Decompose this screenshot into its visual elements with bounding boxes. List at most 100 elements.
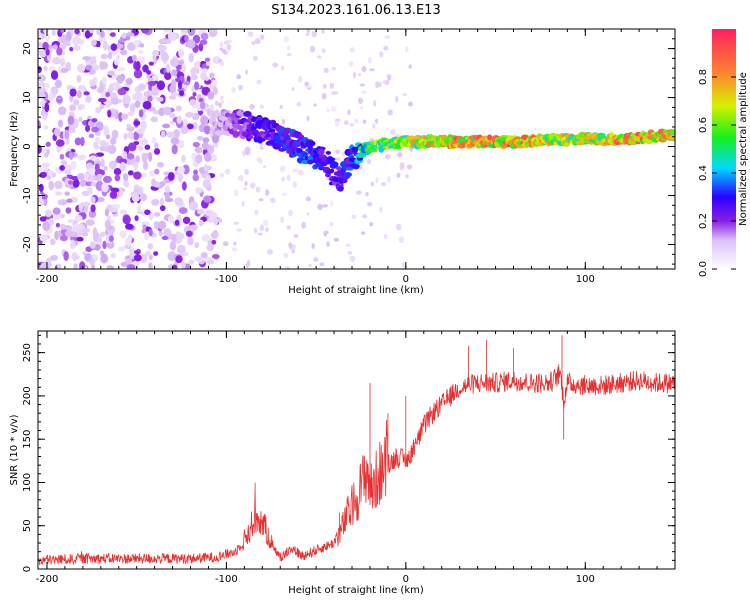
spectrogram-cell — [107, 70, 115, 76]
y-tick-label: -10 — [22, 187, 33, 203]
spectrogram-cell — [244, 146, 251, 153]
spectrogram-cell — [85, 124, 91, 133]
spectrogram-cell — [140, 172, 148, 178]
spectrogram-cell — [85, 95, 92, 103]
spectrogram-cell — [198, 219, 204, 227]
spectrogram-cell — [192, 173, 200, 182]
spectrogram-cell — [99, 250, 105, 257]
spectrogram-cell — [209, 72, 215, 79]
spectrogram-cell — [105, 134, 111, 140]
spectrogram-cell — [38, 66, 42, 74]
y-tick-label: 0 — [22, 143, 33, 149]
spectrogram-cell — [178, 48, 185, 58]
spectrogram-cell — [78, 202, 84, 212]
spectrogram-cell — [103, 165, 108, 171]
spectrogram-cell — [349, 255, 356, 262]
y-tick-label: 0 — [22, 566, 33, 572]
spectrogram-cell — [101, 182, 109, 193]
spectrogram-cell — [236, 228, 243, 232]
spectrogram-cell — [116, 74, 124, 84]
spectrogram-cell — [157, 161, 165, 168]
spectrogram-cell — [89, 155, 97, 160]
spectrogram-cell — [365, 192, 369, 197]
spectrogram-cell — [188, 259, 195, 265]
spectrogram-cell — [66, 198, 73, 203]
spectrogram-frame — [37, 28, 676, 270]
spectrogram-cell — [69, 104, 77, 112]
spectrogram-cell — [253, 227, 258, 234]
y-tick-label: -20 — [22, 236, 33, 252]
spectrogram-cell — [286, 174, 291, 182]
spectrogram-cell — [76, 74, 82, 83]
spectrogram-cell — [107, 225, 114, 231]
x-tick-label: -100 — [215, 574, 238, 585]
spectrogram-cell — [59, 235, 68, 242]
spectrogram-cell — [122, 151, 128, 158]
spectrogram-cell — [414, 134, 422, 141]
spectrogram-cell — [67, 115, 75, 125]
spectrogram-cell — [50, 254, 59, 261]
spectrogram-cell — [119, 230, 127, 239]
spectrogram-cell — [67, 180, 74, 185]
spectrogram-cell — [148, 262, 153, 269]
spectrogram-cell — [38, 144, 42, 154]
spectrogram-cell — [204, 57, 211, 62]
spectrogram-cell — [132, 39, 140, 46]
spectrogram-cell — [176, 115, 182, 125]
spectrogram-cell — [107, 109, 112, 118]
spectrogram-cell — [158, 230, 163, 237]
spectrogram-cell — [69, 46, 74, 52]
spectrogram-cell — [285, 134, 291, 141]
spectrogram-cell — [347, 109, 351, 116]
spectrogram-cell — [81, 228, 91, 233]
spectrogram-cell — [222, 241, 229, 247]
spectrogram-cell — [90, 204, 96, 213]
spectrogram-cell — [77, 154, 86, 161]
spectrogram-cell — [178, 207, 188, 215]
spectrogram-cell — [387, 76, 391, 81]
spectrogram-cell — [361, 231, 366, 235]
spectrogram-cell — [383, 45, 389, 51]
spectrogram-x-axis-label: Height of straight line (km) — [288, 285, 424, 296]
spectrogram-cell — [231, 247, 238, 252]
spectrogram-cell — [108, 83, 115, 92]
spectrogram-cell — [145, 250, 152, 257]
spectrogram-cell — [52, 207, 61, 215]
spectrogram-cell — [156, 80, 166, 91]
spectrogram-cell — [326, 241, 331, 248]
spectrogram-cell — [106, 103, 111, 108]
spectrogram-cell — [197, 135, 204, 141]
spectrogram-cell — [401, 262, 406, 268]
spectrogram-cell — [114, 59, 120, 66]
snr-frame — [37, 330, 676, 570]
spectrogram-cell — [408, 64, 413, 69]
snr-x-axis-label: Height of straight line (km) — [288, 585, 424, 596]
spectrogram-cell — [126, 264, 136, 269]
spectrogram-cell — [238, 174, 244, 182]
spectrogram-cell — [333, 91, 339, 95]
spectrogram-cell — [219, 41, 224, 48]
spectrogram-cell — [194, 81, 200, 91]
spectrogram-cell — [125, 77, 134, 85]
spectrogram-cell — [379, 206, 383, 213]
spectrogram-cell — [92, 227, 98, 238]
spectrogram-cell — [375, 177, 379, 184]
spectrogram-cell — [69, 88, 77, 97]
spectrogram-cell — [285, 265, 289, 269]
spectrogram-cell — [182, 216, 191, 225]
spectrogram-cell — [143, 91, 148, 97]
spectrogram-cell — [187, 236, 194, 246]
spectrogram-cell — [125, 257, 133, 265]
spectrogram-cell — [60, 223, 66, 230]
spectrogram-cell — [157, 220, 167, 230]
spectrogram-cell — [352, 163, 360, 170]
spectrogram-cell — [159, 197, 165, 207]
spectrogram-cell — [404, 46, 409, 53]
spectrogram-cell — [60, 213, 65, 219]
spectrogram-cell — [195, 187, 203, 194]
spectrogram-cell — [127, 42, 136, 52]
spectrogram-cell — [167, 251, 177, 262]
colorbar-tick-label: 0.0 — [698, 261, 709, 277]
spectrogram-cell — [168, 112, 176, 119]
spectrogram-cell — [115, 43, 124, 50]
